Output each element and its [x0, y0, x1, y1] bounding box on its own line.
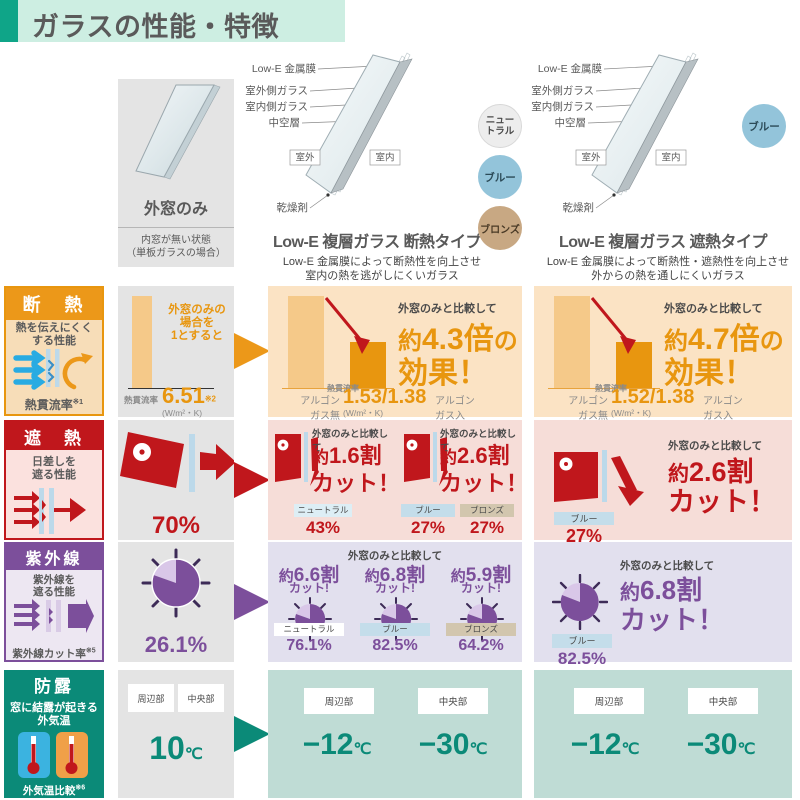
svg-text:室外: 室外	[295, 152, 315, 164]
svg-text:乾燥剤: 乾燥剤	[277, 201, 309, 214]
svg-text:Low-E 金属膜: Low-E 金属膜	[252, 62, 317, 75]
svg-text:中空層: 中空層	[269, 116, 301, 129]
svg-text:室外側ガラス: 室外側ガラス	[531, 84, 594, 97]
svg-text:室内側ガラス: 室内側ガラス	[531, 100, 594, 113]
svg-text:Low-E 金属膜: Low-E 金属膜	[538, 62, 603, 75]
svg-text:乾燥剤: 乾燥剤	[563, 201, 595, 214]
svg-text:室外: 室外	[581, 152, 601, 164]
svg-text:中空層: 中空層	[555, 116, 587, 129]
svg-text:室内: 室内	[661, 152, 680, 164]
svg-text:室内側ガラス: 室内側ガラス	[245, 100, 308, 113]
svg-text:室外側ガラス: 室外側ガラス	[245, 84, 308, 97]
svg-text:室内: 室内	[375, 152, 394, 164]
